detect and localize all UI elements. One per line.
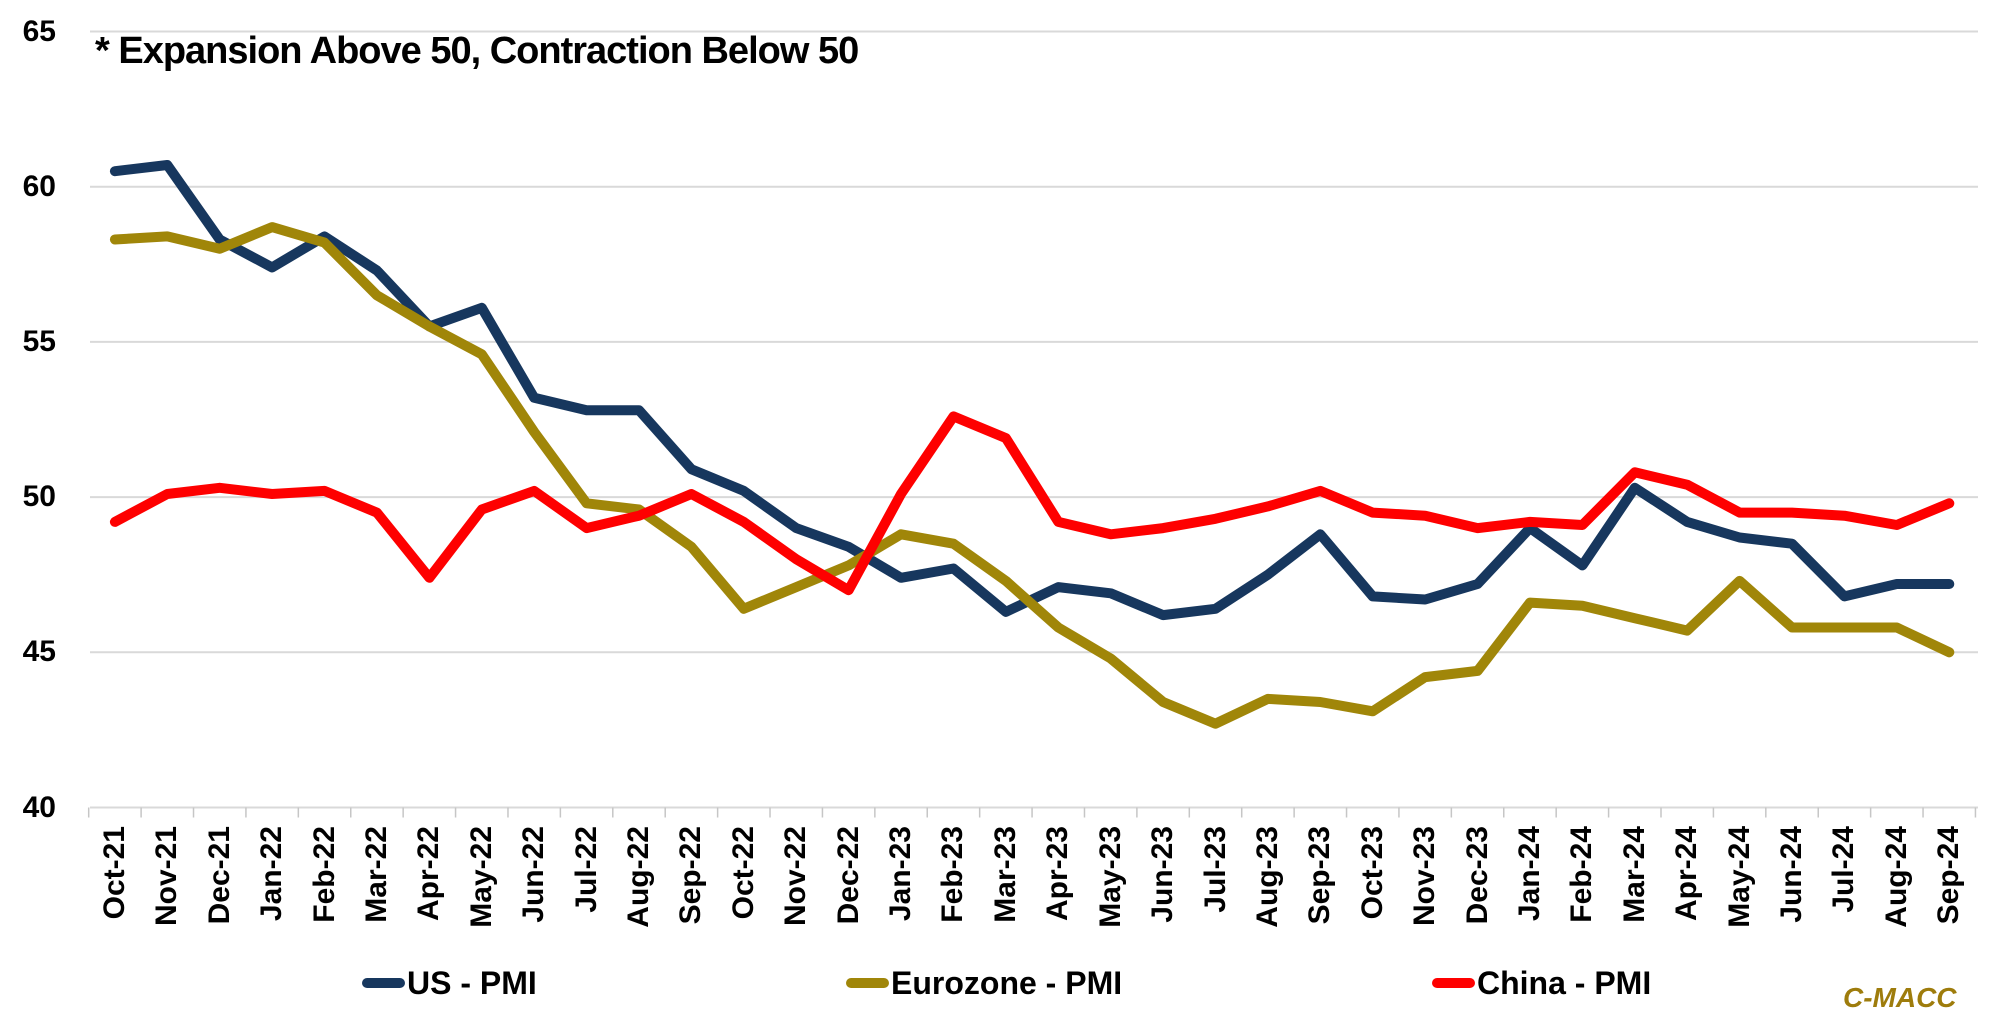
x-axis-label: Feb-22 <box>307 826 341 923</box>
x-axis-label: Oct-23 <box>1355 826 1389 920</box>
x-axis-label: Nov-22 <box>779 826 813 927</box>
y-axis-label: 50 <box>22 480 56 514</box>
x-axis-label: Mar-24 <box>1617 826 1651 923</box>
x-axis-label: Jan-22 <box>255 826 289 922</box>
y-axis-label: 45 <box>22 635 56 669</box>
legend-item-us: US - PMI <box>362 963 537 1003</box>
legend-item-china: China - PMI <box>1432 963 1651 1003</box>
x-axis-label: Mar-22 <box>359 826 393 923</box>
x-axis-label: May-23 <box>1093 826 1127 928</box>
x-axis-label: Jul-24 <box>1827 826 1861 913</box>
x-axis-label: Sep-23 <box>1303 826 1337 925</box>
legend-label-us: US - PMI <box>407 964 537 1001</box>
x-axis-label: Nov-21 <box>150 826 184 927</box>
x-axis-label: Apr-22 <box>412 826 446 922</box>
x-axis-label: Jun-23 <box>1146 826 1180 923</box>
series-line-china <box>109 411 1955 596</box>
x-axis-label: Mar-23 <box>988 826 1022 923</box>
y-axis-label: 55 <box>22 324 56 358</box>
legend-item-eurozone: Eurozone - PMI <box>846 963 1122 1003</box>
y-axis-label: 40 <box>22 790 56 824</box>
legend-label-china: China - PMI <box>1477 964 1652 1001</box>
x-axis-label: Aug-23 <box>1250 826 1284 928</box>
x-axis-label: Apr-23 <box>1041 826 1075 922</box>
x-axis-label: Jun-22 <box>517 826 551 923</box>
series-line-eurozone <box>109 222 1955 729</box>
x-axis-label: Jan-24 <box>1512 826 1546 922</box>
x-axis-label: Feb-23 <box>936 826 970 923</box>
eurozone-line-swatch <box>846 978 889 988</box>
x-axis-label: Sep-22 <box>674 826 708 925</box>
expansion-note: * Expansion Above 50, Contraction Below … <box>95 30 859 72</box>
y-axis-label: 65 <box>22 14 56 48</box>
us-line-swatch <box>362 978 405 988</box>
x-axis-label: Dec-21 <box>202 826 236 925</box>
x-axis-label: Nov-23 <box>1408 826 1442 927</box>
x-axis-label: May-22 <box>464 826 498 928</box>
x-axis-label: Jun-24 <box>1775 826 1809 923</box>
chart-legend: US - PMI Eurozone - PMI China - PMI <box>0 963 2000 1003</box>
x-axis-label: Apr-24 <box>1670 826 1704 922</box>
legend-label-eurozone: Eurozone - PMI <box>891 964 1123 1001</box>
y-axis-label: 60 <box>22 169 56 203</box>
x-axis-label: May-24 <box>1722 826 1756 928</box>
cmacc-watermark: C-MACC <box>1843 982 1957 1013</box>
series-line-us <box>109 160 1955 621</box>
x-axis-label: Aug-22 <box>622 826 655 928</box>
x-axis-label: Dec-22 <box>831 826 865 925</box>
x-axis-label: Jul-22 <box>569 826 603 913</box>
x-axis-label: Dec-23 <box>1460 826 1494 925</box>
china-line-swatch <box>1432 978 1475 988</box>
x-axis-label: Sep-24 <box>1932 826 1966 925</box>
x-axis-label: Jul-23 <box>1198 826 1232 913</box>
x-axis-label: Oct-22 <box>726 826 760 920</box>
x-axis-label: Jan-23 <box>884 826 918 922</box>
x-axis-label: Aug-24 <box>1879 826 1913 928</box>
x-axis-label: Oct-21 <box>97 826 131 920</box>
x-axis-label: Feb-24 <box>1565 826 1599 923</box>
